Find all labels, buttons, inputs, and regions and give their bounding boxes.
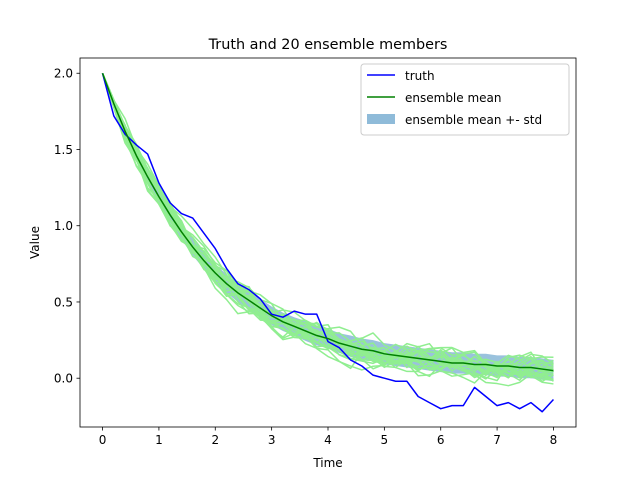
y-tick-label: 0.5 bbox=[54, 295, 73, 309]
x-tick-label: 1 bbox=[155, 433, 163, 447]
legend-swatch-band bbox=[367, 114, 395, 124]
legend-label-band: ensemble mean +- std bbox=[405, 113, 542, 127]
x-tick-label: 5 bbox=[381, 433, 389, 447]
x-tick-label: 0 bbox=[99, 433, 107, 447]
y-tick-label: 2.0 bbox=[54, 67, 73, 81]
x-tick-label: 4 bbox=[324, 433, 332, 447]
x-tick-label: 7 bbox=[493, 433, 501, 447]
truth-line bbox=[101, 73, 555, 413]
y-tick-label: 1.5 bbox=[54, 143, 73, 157]
y-tick-label: 1.0 bbox=[54, 219, 73, 233]
y-axis-title: Value bbox=[28, 226, 42, 259]
legend: truth ensemble mean ensemble mean +- std bbox=[360, 63, 570, 136]
x-tick-label: 3 bbox=[268, 433, 276, 447]
legend-label-truth: truth bbox=[405, 69, 435, 83]
x-axis: 0 1 2 3 4 5 6 7 8 bbox=[99, 427, 558, 447]
legend-box bbox=[360, 63, 570, 136]
chart-title: Truth and 20 ensemble members bbox=[208, 37, 448, 53]
y-axis: 0.0 0.5 1.0 1.5 2.0 bbox=[54, 67, 80, 386]
x-tick-label: 6 bbox=[437, 433, 445, 447]
ensemble-member-line bbox=[101, 72, 554, 381]
main-lines-layer bbox=[101, 72, 555, 413]
ensemble-mean-line bbox=[101, 72, 554, 372]
x-tick-label: 2 bbox=[211, 433, 219, 447]
legend-label-mean: ensemble mean bbox=[405, 91, 502, 105]
ensemble-member-line bbox=[101, 73, 554, 379]
x-tick-label: 8 bbox=[550, 433, 558, 447]
y-tick-label: 0.0 bbox=[54, 372, 73, 386]
x-axis-title: Time bbox=[312, 456, 342, 470]
